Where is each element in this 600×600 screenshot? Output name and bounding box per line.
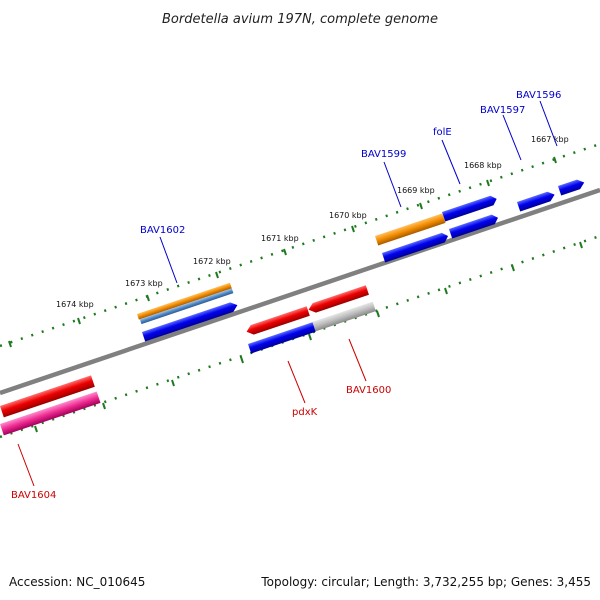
topology-text: Topology: circular; Length: 3,732,255 bp…	[260, 575, 591, 589]
leader-line-bav1604	[17, 443, 35, 487]
leader-line-pdxk	[287, 360, 306, 404]
major-tick	[376, 310, 380, 318]
gene-bav1597-arrow[interactable]	[517, 190, 556, 212]
leader-line-bav1599	[383, 161, 402, 208]
tick-label-1671: 1671 kbp	[261, 234, 299, 243]
major-tick	[77, 317, 81, 325]
gene-bav1602-orange-bar[interactable]	[137, 282, 232, 320]
tick-label-1669: 1669 kbp	[397, 186, 435, 195]
tick-label-1672: 1672 kbp	[193, 257, 231, 266]
gene-pdxk-blue-bar[interactable]	[248, 322, 316, 354]
major-tick	[102, 402, 106, 410]
major-tick	[351, 225, 355, 233]
tick-label-1667: 1667 kbp	[531, 135, 569, 144]
gene-bav1599-arrow[interactable]	[382, 231, 450, 263]
gene-bav1600-gray-bar[interactable]	[312, 301, 376, 332]
outer-major-ticks	[8, 156, 557, 348]
genome-backbone	[0, 187, 600, 396]
tick-label-1668: 1668 kbp	[464, 161, 502, 170]
major-tick	[486, 179, 490, 187]
major-tick	[419, 202, 423, 210]
gene-bav1600-red-arrow[interactable]	[307, 285, 369, 314]
gene-label-bav1600[interactable]: BAV1600	[346, 385, 391, 396]
forward-leader-lines	[159, 100, 558, 284]
leader-line-bav1602	[159, 236, 178, 284]
major-tick	[308, 333, 312, 341]
gene-bav1602-steel-bar[interactable]	[139, 288, 234, 325]
major-tick	[171, 379, 175, 387]
gene-label-bav1597[interactable]: BAV1597	[480, 105, 525, 116]
leader-line-bav1597	[502, 114, 522, 161]
major-tick	[215, 271, 219, 279]
leader-line-bav1600	[348, 338, 367, 382]
forward-strand-features	[137, 178, 586, 342]
tick-label-1673: 1673 kbp	[125, 279, 163, 288]
gene-bav1602-arrow[interactable]	[142, 300, 239, 342]
map-title: Bordetella avium 197N, complete genome	[162, 12, 438, 27]
tick-label-1670: 1670 kbp	[329, 211, 367, 220]
gene-bav1599-orange-bar[interactable]	[375, 213, 446, 246]
major-tick	[8, 340, 12, 348]
gene-fole-arrow[interactable]	[442, 194, 498, 222]
major-tick	[579, 241, 583, 249]
gene-bav1604-pink-bar[interactable]	[0, 391, 101, 436]
inner-major-ticks	[34, 241, 583, 433]
gene-bav1596-arrow[interactable]	[558, 178, 586, 196]
accession-text: Accession: NC_010645	[9, 575, 145, 589]
gene-label-fole[interactable]: folE	[433, 127, 452, 138]
leader-line-fole	[441, 139, 461, 185]
major-tick	[283, 248, 287, 256]
gene-label-bav1604[interactable]: BAV1604	[11, 490, 56, 501]
leader-line-bav1596	[539, 100, 558, 147]
gene-label-bav1602[interactable]: BAV1602	[140, 225, 185, 236]
gene-label-bav1599[interactable]: BAV1599	[361, 149, 406, 160]
tick-label-1674: 1674 kbp	[56, 300, 94, 309]
reverse-leader-lines	[17, 338, 367, 487]
major-tick	[240, 356, 244, 364]
gene-fole-cds-arrow[interactable]	[449, 213, 500, 239]
gene-label-bav1596[interactable]: BAV1596	[516, 90, 561, 101]
major-tick	[444, 287, 448, 295]
reverse-strand-features	[0, 285, 376, 436]
major-tick	[34, 425, 38, 433]
gene-bav1604-red-bar[interactable]	[0, 375, 95, 418]
major-tick	[553, 156, 557, 164]
gene-pdxk-red-arrow[interactable]	[245, 306, 310, 336]
gene-label-pdxk[interactable]: pdxK	[292, 407, 318, 418]
major-tick	[511, 264, 515, 272]
major-tick	[146, 294, 150, 302]
